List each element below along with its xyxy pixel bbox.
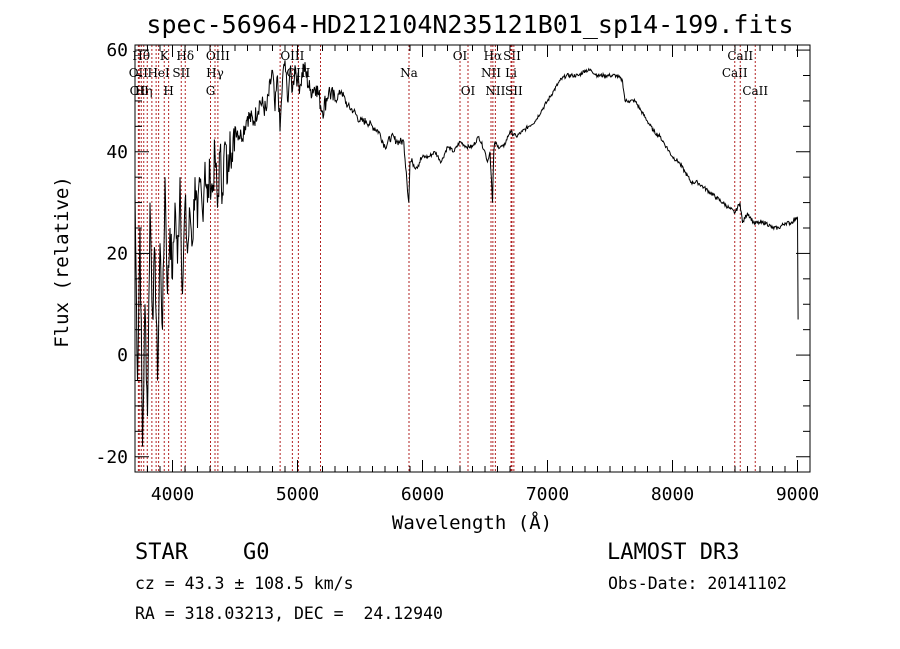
line-marker-label: Hη	[135, 84, 153, 98]
line-marker-label: NII	[481, 66, 501, 80]
survey-name: LAMOST DR3	[607, 540, 740, 565]
line-marker-label: OII	[129, 66, 149, 80]
line-marker-label: CaII	[722, 66, 748, 80]
line-marker-label: Li	[505, 66, 517, 80]
line-marker-label: SII	[503, 49, 521, 63]
line-marker-label: Hα	[484, 49, 503, 63]
line-marker-label: SII	[172, 66, 190, 80]
line-marker-label: CaII	[727, 49, 753, 63]
spectrum-line	[134, 60, 799, 447]
y-axis-label: Flux (relative)	[51, 176, 73, 348]
y-tick-label: 40	[106, 142, 128, 163]
line-marker-label: OII	[130, 84, 150, 98]
x-axis-label: Wavelength (Å)	[392, 511, 552, 534]
line-marker-label: HeI	[147, 66, 170, 80]
x-tick-label: 5000	[276, 484, 319, 505]
object-type: STAR	[135, 540, 188, 565]
obs-date: Obs-Date: 20141102	[608, 574, 787, 593]
line-marker-label: OI	[453, 49, 468, 63]
line-marker-label: CaII	[742, 84, 768, 98]
line-marker-label: NII	[485, 84, 505, 98]
plot-frame	[134, 44, 811, 473]
redshift-text: cz = 43.3 ± 108.5 km/s	[135, 574, 354, 593]
line-marker-label: OI	[461, 84, 476, 98]
y-tick-label: -20	[95, 447, 128, 468]
x-axis-ticks: 4000 5000 6000 7000 8000 9000	[134, 45, 819, 505]
x-tick-label: 7000	[526, 484, 569, 505]
x-tick-label: 8000	[651, 484, 694, 505]
object-subclass: G0	[243, 540, 270, 565]
y-tick-label: 20	[106, 243, 128, 264]
chart-title: spec-56964-HD212104N235121B01_sp14-199.f…	[146, 10, 793, 39]
x-tick-label: 6000	[401, 484, 444, 505]
line-marker-label: OIII	[206, 49, 230, 63]
line-marker-label: H	[163, 84, 173, 98]
line-marker-label: OIII	[280, 49, 304, 63]
spectrum-series	[134, 60, 799, 447]
x-tick-label: 9000	[776, 484, 819, 505]
y-tick-label: 0	[117, 345, 128, 366]
line-marker-label: Na	[400, 66, 418, 80]
line-marker-label: Hθ	[132, 49, 150, 63]
line-marker-label: SII	[505, 84, 523, 98]
x-tick-label: 4000	[151, 484, 194, 505]
coordinates: RA = 318.03213, DEC = 24.12940	[135, 604, 443, 623]
y-tick-label: 60	[106, 40, 128, 61]
line-marker-label: Hδ	[176, 49, 194, 63]
y-axis-ticks: -20 0 20 40 60	[95, 40, 810, 468]
line-marker-label: K	[160, 49, 170, 63]
line-marker-label: Hγ	[206, 66, 224, 80]
line-marker-label: G	[206, 84, 216, 98]
